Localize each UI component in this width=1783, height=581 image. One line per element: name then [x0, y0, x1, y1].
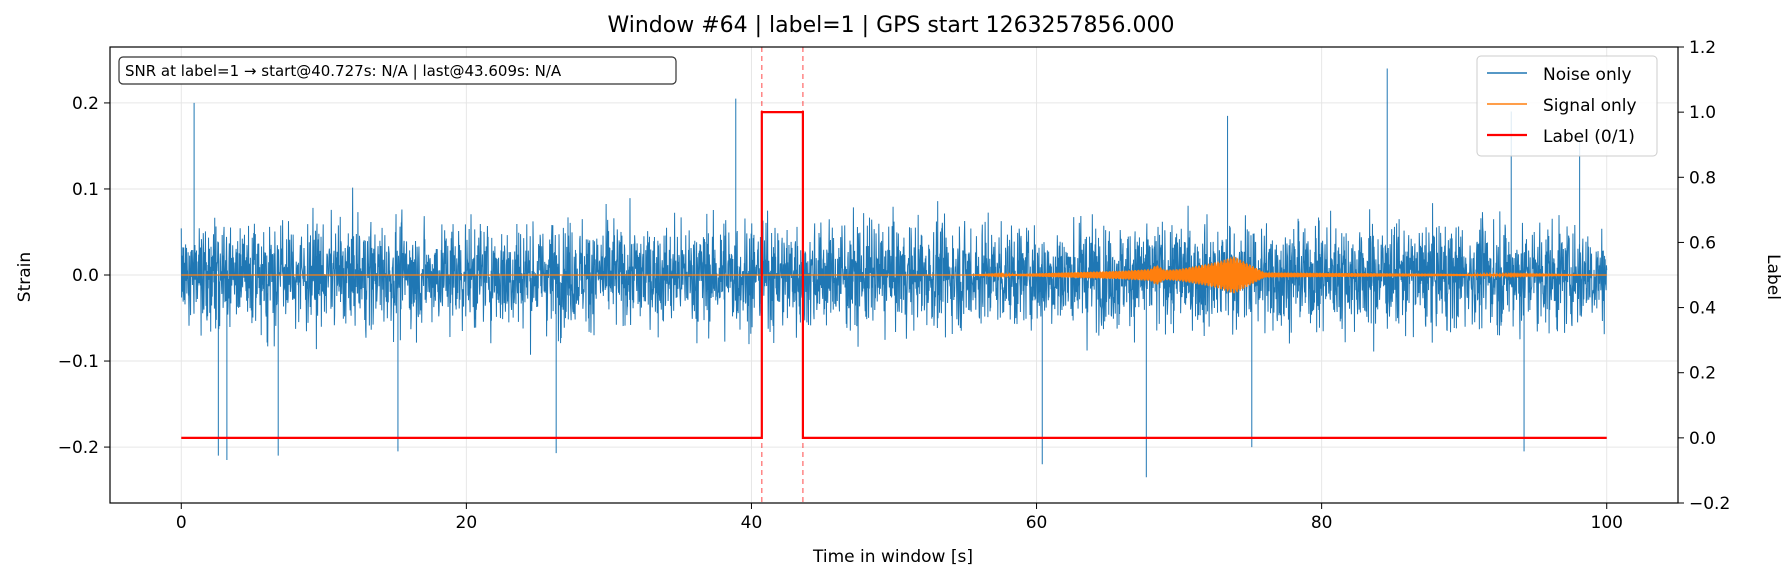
y-tick-label: 0.2	[72, 94, 99, 114]
y2-tick-label: −0.2	[1689, 494, 1730, 514]
y-tick-label: −0.1	[58, 352, 99, 372]
snr-annotation-text: SNR at label=1 → start@40.727s: N/A | la…	[125, 62, 562, 80]
x-tick-label: 20	[456, 513, 478, 533]
legend: Noise only Signal only Label (0/1)	[1476, 55, 1658, 157]
signal-series	[181, 256, 1607, 294]
boundary-lines	[761, 47, 804, 503]
y-tick-label: 0.1	[72, 180, 99, 200]
legend-label-noise: Noise only	[1543, 65, 1632, 85]
noise-series	[180, 68, 1608, 478]
y2-tick-label: 1.0	[1689, 103, 1716, 123]
y2-tick-label: 0.0	[1689, 429, 1716, 449]
x-tick-label: 80	[1311, 513, 1333, 533]
axis-ticks: 0 20 40 60 80 100 −0.2 −0.1 0.0 0.1 0.2 −0.2 0.0 0.2 0…	[58, 38, 1731, 533]
snr-annotation: SNR at label=1 → start@40.727s: N/A | la…	[118, 56, 677, 85]
legend-label-signal: Signal only	[1543, 96, 1637, 116]
x-tick-label: 60	[1026, 513, 1048, 533]
y2-axis-label: Label	[1763, 254, 1783, 300]
y-tick-label: −0.2	[58, 438, 99, 458]
y2-tick-label: 0.4	[1689, 299, 1716, 319]
signal-only-line	[181, 256, 1607, 294]
y-axis-label: Strain	[15, 252, 35, 302]
y-tick-label: 0.0	[72, 266, 99, 286]
chart-title: Window #64 | label=1 | GPS start 1263257…	[607, 13, 1174, 38]
y2-tick-label: 0.8	[1689, 168, 1716, 188]
noise-only-line	[180, 68, 1608, 478]
x-tick-label: 40	[741, 513, 763, 533]
y2-tick-label: 1.2	[1689, 38, 1716, 58]
y2-tick-label: 0.6	[1689, 233, 1716, 253]
y2-tick-label: 0.2	[1689, 364, 1716, 384]
x-tick-label: 0	[176, 513, 187, 533]
label-step-line	[181, 111, 1607, 439]
label-series	[181, 111, 1607, 439]
x-axis-label: Time in window [s]	[812, 547, 973, 567]
legend-label-label: Label (0/1)	[1543, 127, 1635, 147]
x-tick-label: 100	[1591, 513, 1623, 533]
